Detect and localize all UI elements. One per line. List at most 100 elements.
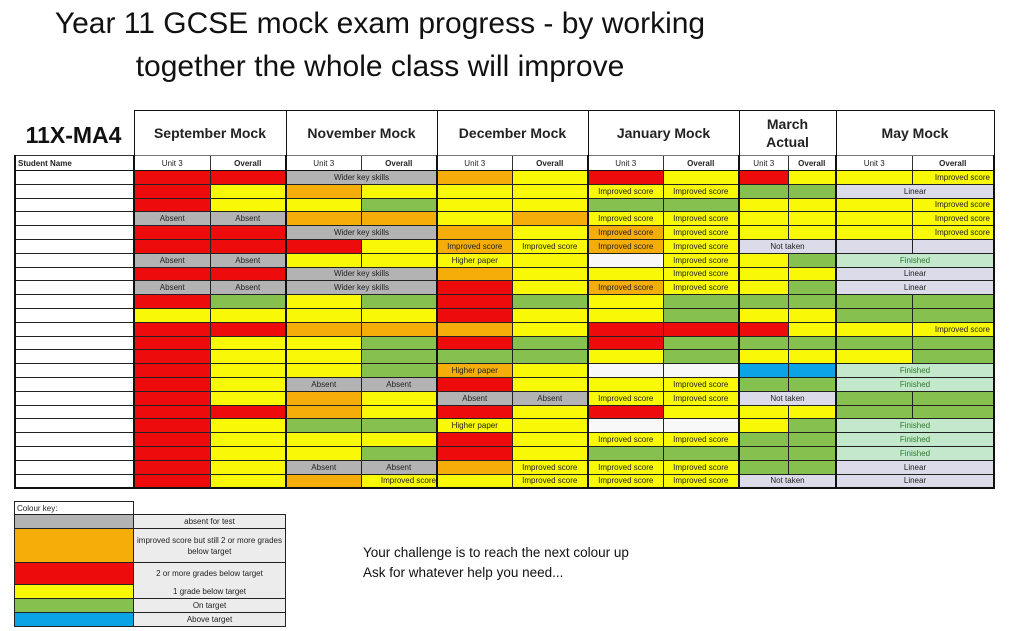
- jan-unit3-cell: Improved score: [587, 211, 664, 227]
- mar-overall-cell: [787, 376, 837, 392]
- nov-merged-cell: Wider key skills: [285, 170, 438, 185]
- jan-overall-cell: [662, 170, 740, 185]
- mar-unit3-cell: [738, 211, 789, 227]
- nov-overall-cell: [360, 363, 438, 378]
- jan-overall-cell: Improved score: [662, 390, 740, 406]
- nov-unit3-cell: [285, 238, 362, 254]
- may-unit3-cell: [835, 238, 913, 254]
- key-label: Above target: [133, 612, 286, 627]
- nov-overall-cell: [360, 197, 438, 213]
- dec-unit3-cell: [436, 445, 513, 461]
- student-name-cell: [14, 363, 135, 378]
- student-name-cell: [14, 211, 135, 227]
- dec-overall-cell: [511, 335, 589, 351]
- key-label: absent for test: [133, 514, 286, 529]
- dec-unit3-cell: [436, 294, 513, 309]
- sept-overall-cell: Absent: [209, 280, 287, 296]
- mar-overall-header: Overall: [787, 155, 837, 171]
- dec-unit3-header: Unit 3: [436, 155, 513, 171]
- dec-overall-cell: [511, 266, 589, 282]
- dec-overall-cell: [511, 307, 589, 323]
- sept-overall-cell: [209, 376, 287, 392]
- sept-unit3-cell: [133, 183, 211, 199]
- sept-unit3-cell: Absent: [133, 280, 211, 296]
- sept-unit3-cell: [133, 266, 211, 282]
- nov-overall-cell: [360, 294, 438, 309]
- dec-overall-cell: [511, 321, 589, 337]
- sept-overall-cell: [209, 363, 287, 378]
- table-row: Absent Absent Improved score Improved score…: [14, 211, 995, 227]
- sept-unit3-cell: Absent: [133, 252, 211, 268]
- table-row: Improved score Improved score Linear: [14, 183, 995, 199]
- nov-overall-cell: [360, 238, 438, 254]
- student-name-cell: [14, 294, 135, 309]
- key-row: Above target: [14, 612, 286, 627]
- jan-overall-cell: Improved score: [662, 225, 740, 240]
- may-merged-cell: Finished: [835, 363, 995, 378]
- may-merged-cell: Linear: [835, 266, 995, 282]
- sept-overall-cell: [209, 238, 287, 254]
- jan-unit3-cell: [587, 404, 664, 420]
- key-spacer: [134, 502, 286, 515]
- nov-unit3-cell: [285, 445, 362, 461]
- nov-unit3-cell: Absent: [285, 376, 362, 392]
- table-row: Finished: [14, 445, 995, 461]
- key-swatch: [14, 598, 134, 613]
- dec-overall-cell: [511, 252, 589, 268]
- nov-overall-cell: [360, 432, 438, 447]
- key-label: 2 or more grades below target: [133, 562, 286, 585]
- sept-overall-cell: [209, 225, 287, 240]
- sept-unit3-header: Unit 3: [133, 155, 211, 171]
- colour-key: Colour key: absent for test improved scor…: [14, 501, 286, 627]
- nov-unit3-cell: [285, 294, 362, 309]
- key-label: 1 grade below target: [133, 584, 286, 599]
- nov-unit3-cell: [285, 418, 362, 434]
- table-row: Absent Absent Wider key skills Improved sco…: [14, 280, 995, 296]
- sub-header-row: Student Name Unit 3 Overall Unit 3 Overa…: [14, 155, 995, 171]
- may-overall-cell: [911, 307, 995, 323]
- header-january-mock: January Mock: [587, 110, 740, 156]
- sept-unit3-cell: [133, 459, 211, 475]
- key-row: absent for test: [14, 514, 286, 529]
- key-swatch: [14, 562, 134, 585]
- key-label: On target: [133, 598, 286, 613]
- mar-unit3-cell: [738, 197, 789, 213]
- header-december-mock: December Mock: [436, 110, 589, 156]
- mar-overall-cell: [787, 459, 837, 475]
- nov-unit3-cell: [285, 432, 362, 447]
- may-overall-cell: Improved score: [911, 170, 995, 185]
- jan-unit3-cell: Improved score: [587, 459, 664, 475]
- dec-unit3-cell: [436, 211, 513, 227]
- nov-unit3-cell: [285, 183, 362, 199]
- student-name-cell: [14, 376, 135, 392]
- may-unit3-cell: [835, 390, 913, 406]
- student-name-cell: [14, 321, 135, 337]
- sept-overall-cell: Absent: [209, 252, 287, 268]
- nov-overall-cell: [360, 321, 438, 337]
- nov-unit3-cell: [285, 307, 362, 323]
- may-unit3-cell: [835, 170, 913, 185]
- jan-overall-cell: [662, 197, 740, 213]
- mar-overall-cell: [787, 432, 837, 447]
- jan-overall-cell: Improved score: [662, 266, 740, 282]
- nov-unit3-cell: [285, 335, 362, 351]
- may-overall-cell: Improved score: [911, 197, 995, 213]
- sept-unit3-cell: [133, 294, 211, 309]
- sept-unit3-cell: [133, 363, 211, 378]
- sept-overall-cell: [209, 390, 287, 406]
- dec-overall-cell: [511, 197, 589, 213]
- may-unit3-cell: [835, 307, 913, 323]
- sept-unit3-cell: [133, 404, 211, 420]
- nov-unit3-cell: [285, 390, 362, 406]
- sept-overall-cell: [209, 335, 287, 351]
- may-overall-cell: [911, 335, 995, 351]
- dec-overall-header: Overall: [511, 155, 589, 171]
- may-merged-cell: Finished: [835, 432, 995, 447]
- dec-unit3-cell: [436, 266, 513, 282]
- nov-overall-cell: [360, 335, 438, 351]
- key-swatch: [14, 514, 134, 529]
- jan-overall-header: Overall: [662, 155, 740, 171]
- may-overall-cell: Improved score: [911, 321, 995, 337]
- may-overall-cell: [911, 349, 995, 365]
- student-name-cell: [14, 307, 135, 323]
